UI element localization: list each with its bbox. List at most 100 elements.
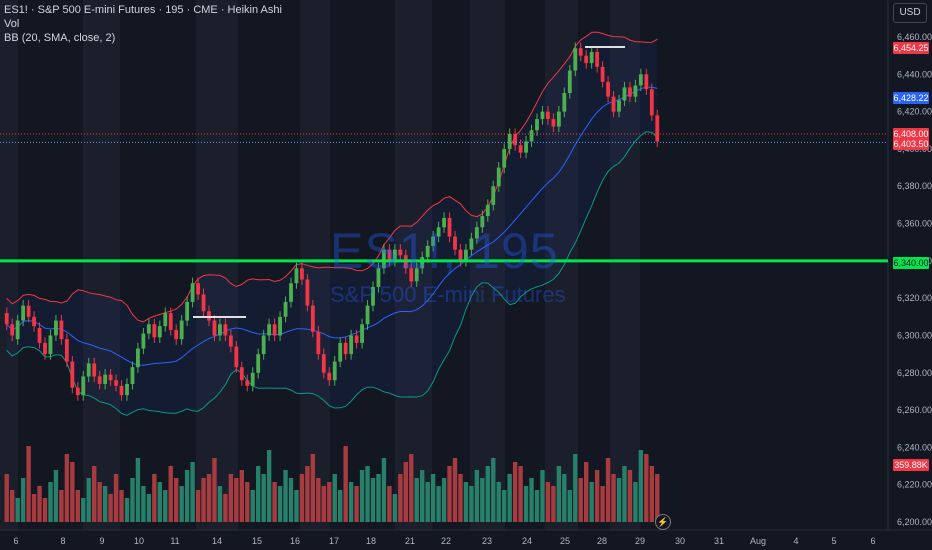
volume-bar [272, 482, 277, 522]
volume-bar [299, 474, 305, 522]
candle-body [125, 383, 129, 396]
candle-body [502, 148, 507, 168]
candle-body [75, 387, 80, 396]
volume-bar [113, 474, 119, 522]
candle-body [207, 311, 211, 321]
candle-body [32, 316, 36, 327]
volume-bar [277, 486, 283, 522]
time-tick-label: 22 [441, 536, 451, 546]
candle-body [425, 245, 430, 258]
volume-bar [195, 490, 201, 522]
volume-bar [600, 486, 605, 522]
volume-bar [42, 498, 48, 522]
volume-bar [157, 482, 162, 522]
legend-bb[interactable]: BB (20, SMA, close, 2) [4, 32, 116, 44]
volume-bar [53, 470, 59, 522]
candle-body [141, 333, 146, 349]
candle-body [283, 301, 288, 317]
volume-label: 359.88K [893, 459, 929, 471]
candle-body [436, 227, 441, 237]
session-stripe [83, 0, 120, 530]
volume-bar [496, 482, 501, 522]
volume-bar [26, 446, 31, 522]
volume-bar [627, 470, 633, 522]
candle-body [584, 55, 589, 64]
volume-bar [223, 494, 228, 522]
volume-bar [261, 474, 266, 522]
basis-price-label: 6,428.22 [893, 92, 929, 104]
candle-body [649, 89, 654, 116]
candle-body [59, 320, 64, 340]
volume-bar [425, 482, 430, 522]
volume-bar [562, 474, 567, 522]
volume-bar [97, 482, 102, 522]
candle-body [305, 279, 310, 306]
volume-bar [414, 478, 419, 522]
volume-bar [92, 466, 97, 522]
volume-bar [321, 486, 326, 522]
currency-button[interactable]: USD [893, 3, 927, 23]
candle-body [343, 342, 348, 355]
volume-bar [59, 490, 64, 522]
lightning-icon[interactable]: ⚡ [655, 514, 671, 530]
volume-bar [152, 474, 157, 522]
candle-body [26, 305, 31, 317]
volume-bar [245, 482, 250, 522]
candle-body [387, 249, 392, 261]
candle-body [420, 257, 425, 269]
time-tick-label: 29 [635, 536, 645, 546]
bb-lower-line [6, 131, 658, 416]
time-tick-label: 17 [329, 536, 339, 546]
candle-body [409, 268, 414, 282]
volume-bar [370, 478, 376, 522]
volume-bar [234, 478, 239, 522]
legend-vol[interactable]: Vol [4, 18, 20, 30]
candle-body [300, 268, 304, 280]
chart-legend: ES1! · S&P 500 E-mini Futures · 195 · CM… [4, 3, 282, 45]
volume-bar [10, 490, 15, 522]
candle-body [21, 305, 26, 321]
volume-bar [398, 474, 403, 522]
volume-bar [447, 466, 452, 522]
upper-band-price-label: 6,454.25 [893, 42, 929, 54]
volume-bar [491, 458, 496, 522]
candle-body [617, 100, 621, 112]
volume-bar [184, 470, 190, 522]
candle-body [524, 141, 528, 153]
volume-bar [485, 466, 490, 522]
volume-bar [616, 478, 622, 522]
candle-body [485, 204, 490, 217]
volume-bar [327, 482, 332, 522]
candle-body [633, 85, 638, 97]
time-tick-label: 24 [522, 536, 532, 546]
candle-body [458, 249, 463, 261]
legend-title[interactable]: ES1! · S&P 500 E-mini Futures · 195 · CM… [4, 4, 282, 16]
candle-body [48, 335, 53, 355]
candle-body [611, 96, 616, 112]
candle-body [628, 87, 632, 97]
volume-bar [409, 454, 414, 522]
price-tick-label: 6,200.00 [897, 517, 932, 527]
candle-body [103, 374, 108, 384]
candle-body [513, 134, 518, 146]
candle-body [578, 48, 583, 56]
time-tick-label: 10 [134, 536, 144, 546]
volume-bar [594, 470, 600, 522]
price-tick-label: 6,280.00 [897, 368, 932, 378]
volume-bar [20, 478, 26, 522]
bb-upper-line [6, 31, 658, 323]
candle-body [469, 238, 474, 250]
volume-bar [70, 462, 75, 522]
volume-bar [354, 486, 359, 522]
volume-bar [463, 482, 469, 522]
volume-bar [436, 486, 441, 522]
time-tick-label: 16 [290, 536, 300, 546]
volume-bar [338, 490, 343, 522]
volume-bar [638, 450, 644, 522]
volume-bar [228, 474, 234, 522]
candle-body [365, 305, 370, 325]
volume-bar [589, 482, 594, 522]
candle-body [644, 74, 649, 90]
